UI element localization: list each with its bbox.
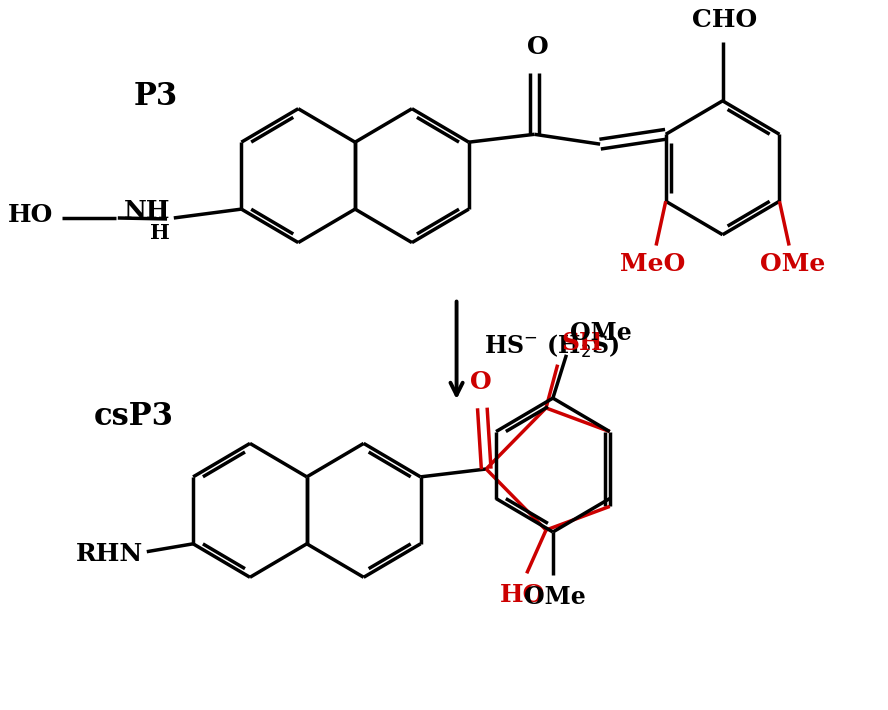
Text: RHN: RHN [75, 542, 143, 566]
Text: O: O [470, 370, 491, 394]
Text: HO: HO [500, 583, 545, 607]
Text: HS$^{-}$ (H$_{2}$S): HS$^{-}$ (H$_{2}$S) [484, 332, 619, 359]
Text: CHO: CHO [692, 8, 757, 32]
Text: csP3: csP3 [93, 401, 173, 432]
Text: NH: NH [123, 199, 170, 223]
Text: SH: SH [561, 331, 603, 355]
Text: OMe: OMe [760, 253, 826, 276]
Text: O: O [527, 36, 549, 60]
Text: HO: HO [8, 203, 53, 227]
Text: MeO: MeO [620, 253, 685, 276]
Text: OMe: OMe [570, 321, 632, 345]
Text: P3: P3 [134, 82, 178, 112]
Text: H: H [150, 223, 170, 243]
Text: OMe: OMe [524, 585, 586, 609]
